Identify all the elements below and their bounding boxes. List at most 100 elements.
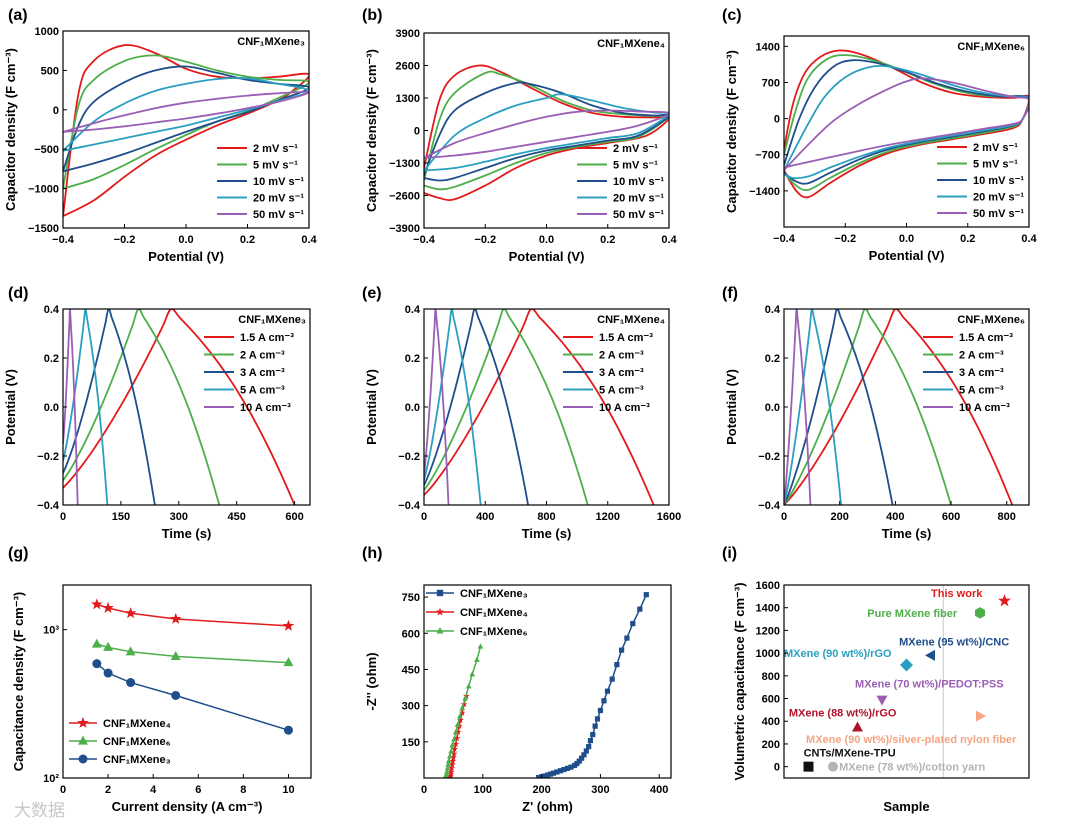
x-tick-label: 600 [942, 511, 960, 523]
data-point [541, 773, 548, 778]
sample-marker [876, 695, 888, 706]
gcd-curve-0 [63, 309, 296, 505]
data-point [547, 771, 554, 777]
panel-e: (e) 0 400 800 1200 1600 −0.4 −0.2 0.0 0.2 0.4 Time … [362, 285, 681, 541]
cv-curve-4 [424, 109, 669, 159]
legend-label: 5 A cm⁻³ [599, 385, 644, 397]
x-tick-label: 2 [105, 784, 111, 796]
data-point [91, 638, 102, 648]
y-tick-label: 150 [402, 737, 420, 749]
x-tick-label: 0.0 [899, 233, 914, 245]
legend-label: 10 mV s⁻¹ [253, 176, 304, 188]
data-point [449, 757, 457, 764]
y-tick-label: 0.2 [765, 353, 780, 365]
data-point [444, 765, 451, 771]
sample-marker [803, 761, 814, 772]
plot-area [63, 44, 309, 218]
series-line-0 [96, 603, 289, 627]
cv-curve-1 [63, 54, 309, 190]
data-point [601, 698, 607, 704]
panel-b: (b) −0.4 −0.2 0.0 0.2 0.4 −3900 −2600 −1300 0 1300… [362, 7, 678, 264]
legend-label: CNF₁MXene₃ [460, 588, 528, 600]
data-point [452, 740, 460, 748]
y-tick-label: 1200 [756, 625, 780, 637]
plot-frame [62, 584, 312, 779]
data-point [282, 619, 295, 631]
chart-title: CNF₁MXene₃ [237, 36, 305, 48]
x-tick-label: 1200 [596, 511, 620, 523]
y-tick-label: 1600 [756, 580, 780, 592]
legend-label: 2 mV s⁻¹ [253, 143, 298, 155]
y-axis-label: Potential (V) [724, 369, 739, 445]
data-point [448, 761, 456, 768]
y-tick-label: 1400 [756, 41, 780, 53]
y-tick-label: 700 [762, 77, 780, 89]
y-tick-label: −700 [755, 150, 780, 162]
x-tick-label: 600 [285, 511, 303, 523]
x-tick-label: 0.0 [539, 234, 554, 246]
data-point [581, 752, 587, 758]
data-point [643, 592, 649, 598]
watermark: 大数据 [14, 801, 65, 821]
x-tick-label: 200 [532, 784, 550, 796]
y-tick-label: 10³ [43, 625, 59, 637]
legend-marker [436, 627, 444, 634]
y-tick-label: 0.2 [44, 353, 59, 365]
y-tick-label: 0.0 [765, 402, 780, 414]
data-point [448, 748, 454, 754]
data-point [126, 678, 136, 688]
legend-label: 2 mV s⁻¹ [613, 143, 658, 155]
x-tick-label: 1600 [657, 511, 681, 523]
data-point [597, 707, 604, 714]
legend-label: CNF₁MXene₄ [103, 718, 171, 730]
gcd-curve-1 [63, 309, 221, 505]
sample-marker [976, 710, 986, 722]
panel-label: (a) [8, 7, 28, 24]
data-point [594, 716, 601, 722]
sample-label: This work [931, 588, 983, 600]
panel-h: (h) 0 100 200 300 400 150 300 450 600 750 Z' (ohm) -… [362, 545, 672, 814]
data-point [451, 745, 458, 752]
data-point [283, 657, 294, 667]
x-axis-label: Time (s) [522, 526, 572, 541]
x-tick-label: 0 [60, 784, 66, 796]
y-tick-label: 0 [774, 114, 780, 126]
legend-label: CNF₁MXene₃ [103, 754, 171, 766]
panel-a: (a) −0.4 −0.2 0.0 0.2 0.4 −1500 −1000 −500 0 500 10… [3, 7, 318, 264]
legend-label: 20 mV s⁻¹ [253, 193, 304, 205]
data-point [171, 690, 181, 700]
legend-label: 2 A cm⁻³ [599, 350, 644, 362]
legend-label: CNF₁MXene₆ [460, 626, 528, 638]
data-point [449, 742, 456, 748]
y-tick-label: 0.4 [405, 304, 421, 316]
x-tick-label: 6 [195, 784, 201, 796]
x-tick-label: 0.2 [240, 234, 255, 246]
data-point [637, 606, 643, 612]
data-point [592, 723, 598, 729]
data-point [568, 764, 574, 770]
y-axis-label: Capacitor density (F cm⁻³) [364, 49, 379, 212]
data-point [453, 734, 461, 742]
chart-title: CNF₁MXene₆ [957, 41, 1025, 53]
data-point [444, 768, 450, 775]
x-tick-label: −0.2 [474, 234, 496, 246]
x-tick-label: −0.4 [413, 234, 436, 246]
x-tick-label: 300 [170, 511, 188, 523]
gcd-curve-0 [424, 309, 655, 505]
y-tick-label: −2600 [389, 191, 420, 203]
data-point [477, 643, 484, 649]
y-tick-label: 1000 [35, 26, 59, 38]
panel-label: (f) [722, 285, 738, 302]
plot-frame [783, 584, 1030, 779]
y-tick-label: −1000 [28, 184, 59, 196]
sample-marker [828, 761, 838, 772]
panel-label: (d) [8, 285, 28, 302]
x-tick-label: 400 [476, 511, 494, 523]
chart-title: CNF₁MXene₆ [957, 314, 1025, 326]
data-point [452, 729, 459, 735]
gcd-curve-1 [424, 309, 589, 505]
series-line-1 [96, 643, 289, 664]
sample-label: MXene (95 wt%)/CNC [899, 636, 1009, 648]
y-tick-label: 200 [762, 739, 780, 751]
legend-label: CNF₁MXene₄ [460, 607, 528, 619]
